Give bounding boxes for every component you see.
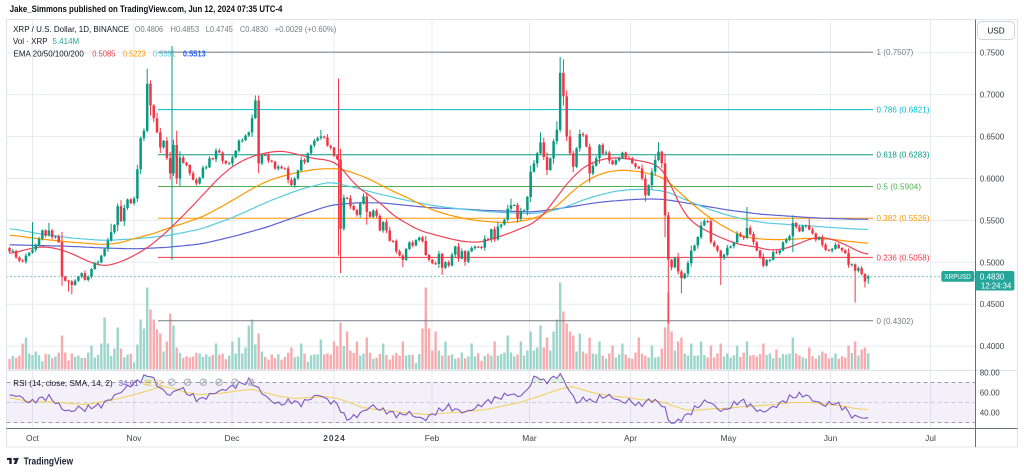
svg-text:34.61: 34.61 bbox=[119, 379, 140, 388]
svg-text:40.00: 40.00 bbox=[980, 409, 1001, 418]
svg-text:0 (0.4302): 0 (0.4302) bbox=[877, 317, 914, 326]
svg-text:O0.4806: O0.4806 bbox=[135, 25, 164, 34]
svg-text:XRPUSD: XRPUSD bbox=[944, 272, 971, 281]
svg-text:0.5223: 0.5223 bbox=[123, 49, 146, 58]
svg-text:0.4830: 0.4830 bbox=[980, 272, 1005, 281]
svg-text:0.236 (0.5058): 0.236 (0.5058) bbox=[877, 253, 930, 262]
svg-text:Dec: Dec bbox=[225, 433, 240, 443]
svg-text:Mar: Mar bbox=[522, 433, 537, 443]
svg-text:2024: 2024 bbox=[323, 433, 345, 443]
svg-text:0.382 (0.5526): 0.382 (0.5526) bbox=[877, 214, 930, 223]
svg-text:0.4500: 0.4500 bbox=[980, 300, 1005, 309]
svg-text:C0.4830: C0.4830 bbox=[240, 25, 269, 34]
svg-text:0.5085: 0.5085 bbox=[92, 49, 116, 58]
svg-text:Jul: Jul bbox=[925, 433, 936, 443]
svg-text:0.6000: 0.6000 bbox=[980, 175, 1005, 184]
svg-text:EMA 20/50/100/200: EMA 20/50/100/200 bbox=[14, 49, 85, 58]
svg-text:TradingView: TradingView bbox=[24, 456, 74, 467]
svg-text:Oct: Oct bbox=[26, 433, 40, 443]
svg-text:0.7500: 0.7500 bbox=[980, 49, 1005, 58]
svg-text:0.5 (0.5904): 0.5 (0.5904) bbox=[877, 183, 922, 192]
svg-text:0.6500: 0.6500 bbox=[980, 133, 1005, 142]
svg-text:Nov: Nov bbox=[127, 433, 143, 443]
svg-text:60.00: 60.00 bbox=[980, 389, 1001, 398]
svg-text:0.4000: 0.4000 bbox=[980, 342, 1005, 351]
svg-text:0.7000: 0.7000 bbox=[980, 91, 1005, 100]
svg-text:Vol · XRP: Vol · XRP bbox=[13, 37, 48, 46]
svg-text:Apr: Apr bbox=[624, 433, 637, 443]
svg-text:0.786 (0.6821): 0.786 (0.6821) bbox=[877, 106, 930, 115]
svg-text:+0.0029 (+0.60%): +0.0029 (+0.60%) bbox=[275, 25, 337, 34]
svg-text:L0.4745: L0.4745 bbox=[206, 25, 234, 34]
svg-text:12:24:34: 12:24:34 bbox=[981, 281, 1012, 290]
svg-text:May: May bbox=[721, 433, 738, 443]
svg-text:5.414M: 5.414M bbox=[53, 37, 80, 46]
svg-text:RSI (14, close, SMA, 14, 2): RSI (14, close, SMA, 14, 2) bbox=[13, 379, 113, 388]
svg-text:1 (0.7507): 1 (0.7507) bbox=[877, 48, 914, 57]
svg-text:0.5000: 0.5000 bbox=[980, 258, 1005, 267]
svg-text:USD: USD bbox=[987, 27, 1004, 36]
svg-text:H0.4853: H0.4853 bbox=[171, 25, 200, 34]
svg-text:0.5513: 0.5513 bbox=[183, 49, 206, 58]
svg-text:80.00: 80.00 bbox=[980, 369, 1001, 378]
svg-text:0.618 (0.6283): 0.618 (0.6283) bbox=[877, 151, 930, 160]
svg-text:0.5391: 0.5391 bbox=[153, 49, 176, 58]
svg-text:42.92: 42.92 bbox=[143, 379, 164, 388]
svg-text:XRP / U.S. Dollar, 1D, BINANCE: XRP / U.S. Dollar, 1D, BINANCE bbox=[13, 25, 129, 34]
svg-text:Feb: Feb bbox=[425, 433, 440, 443]
svg-text:0.5500: 0.5500 bbox=[980, 216, 1005, 225]
svg-text:Jake_Simmons published on Trad: Jake_Simmons published on TradingView.co… bbox=[10, 4, 283, 14]
svg-text:Jun: Jun bbox=[824, 433, 838, 443]
